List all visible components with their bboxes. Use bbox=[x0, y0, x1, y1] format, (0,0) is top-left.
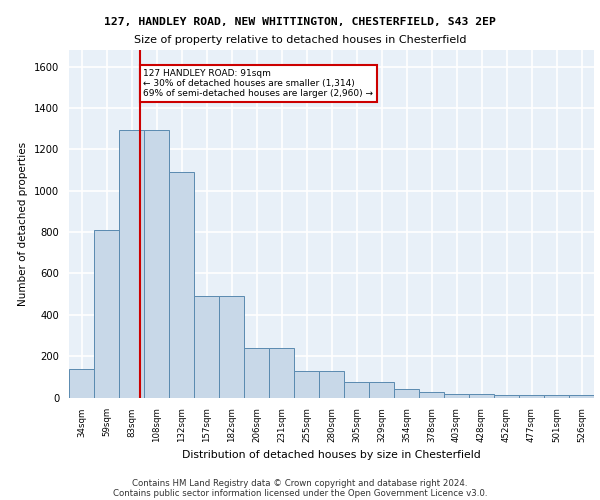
Text: 127, HANDLEY ROAD, NEW WHITTINGTON, CHESTERFIELD, S43 2EP: 127, HANDLEY ROAD, NEW WHITTINGTON, CHES… bbox=[104, 18, 496, 28]
Text: Contains HM Land Registry data © Crown copyright and database right 2024.: Contains HM Land Registry data © Crown c… bbox=[132, 478, 468, 488]
X-axis label: Distribution of detached houses by size in Chesterfield: Distribution of detached houses by size … bbox=[182, 450, 481, 460]
Bar bbox=[119, 130, 144, 398]
Text: Size of property relative to detached houses in Chesterfield: Size of property relative to detached ho… bbox=[134, 35, 466, 45]
Bar bbox=[144, 130, 169, 398]
Bar bbox=[219, 296, 244, 398]
Bar bbox=[569, 396, 594, 398]
Bar bbox=[519, 396, 544, 398]
Bar bbox=[94, 230, 119, 398]
Bar bbox=[294, 370, 319, 398]
Text: Contains public sector information licensed under the Open Government Licence v3: Contains public sector information licen… bbox=[113, 488, 487, 498]
Y-axis label: Number of detached properties: Number of detached properties bbox=[19, 142, 28, 306]
Bar bbox=[194, 296, 219, 398]
Bar bbox=[344, 382, 369, 398]
Bar bbox=[369, 382, 394, 398]
Bar bbox=[169, 172, 194, 398]
Bar bbox=[419, 392, 444, 398]
Text: 127 HANDLEY ROAD: 91sqm
← 30% of detached houses are smaller (1,314)
69% of semi: 127 HANDLEY ROAD: 91sqm ← 30% of detache… bbox=[143, 68, 373, 98]
Bar bbox=[394, 389, 419, 398]
Bar bbox=[244, 348, 269, 398]
Bar bbox=[444, 394, 469, 398]
Bar bbox=[269, 348, 294, 398]
Bar bbox=[494, 396, 519, 398]
Bar bbox=[469, 394, 494, 398]
Bar bbox=[69, 368, 94, 398]
Bar bbox=[544, 396, 569, 398]
Bar bbox=[319, 370, 344, 398]
